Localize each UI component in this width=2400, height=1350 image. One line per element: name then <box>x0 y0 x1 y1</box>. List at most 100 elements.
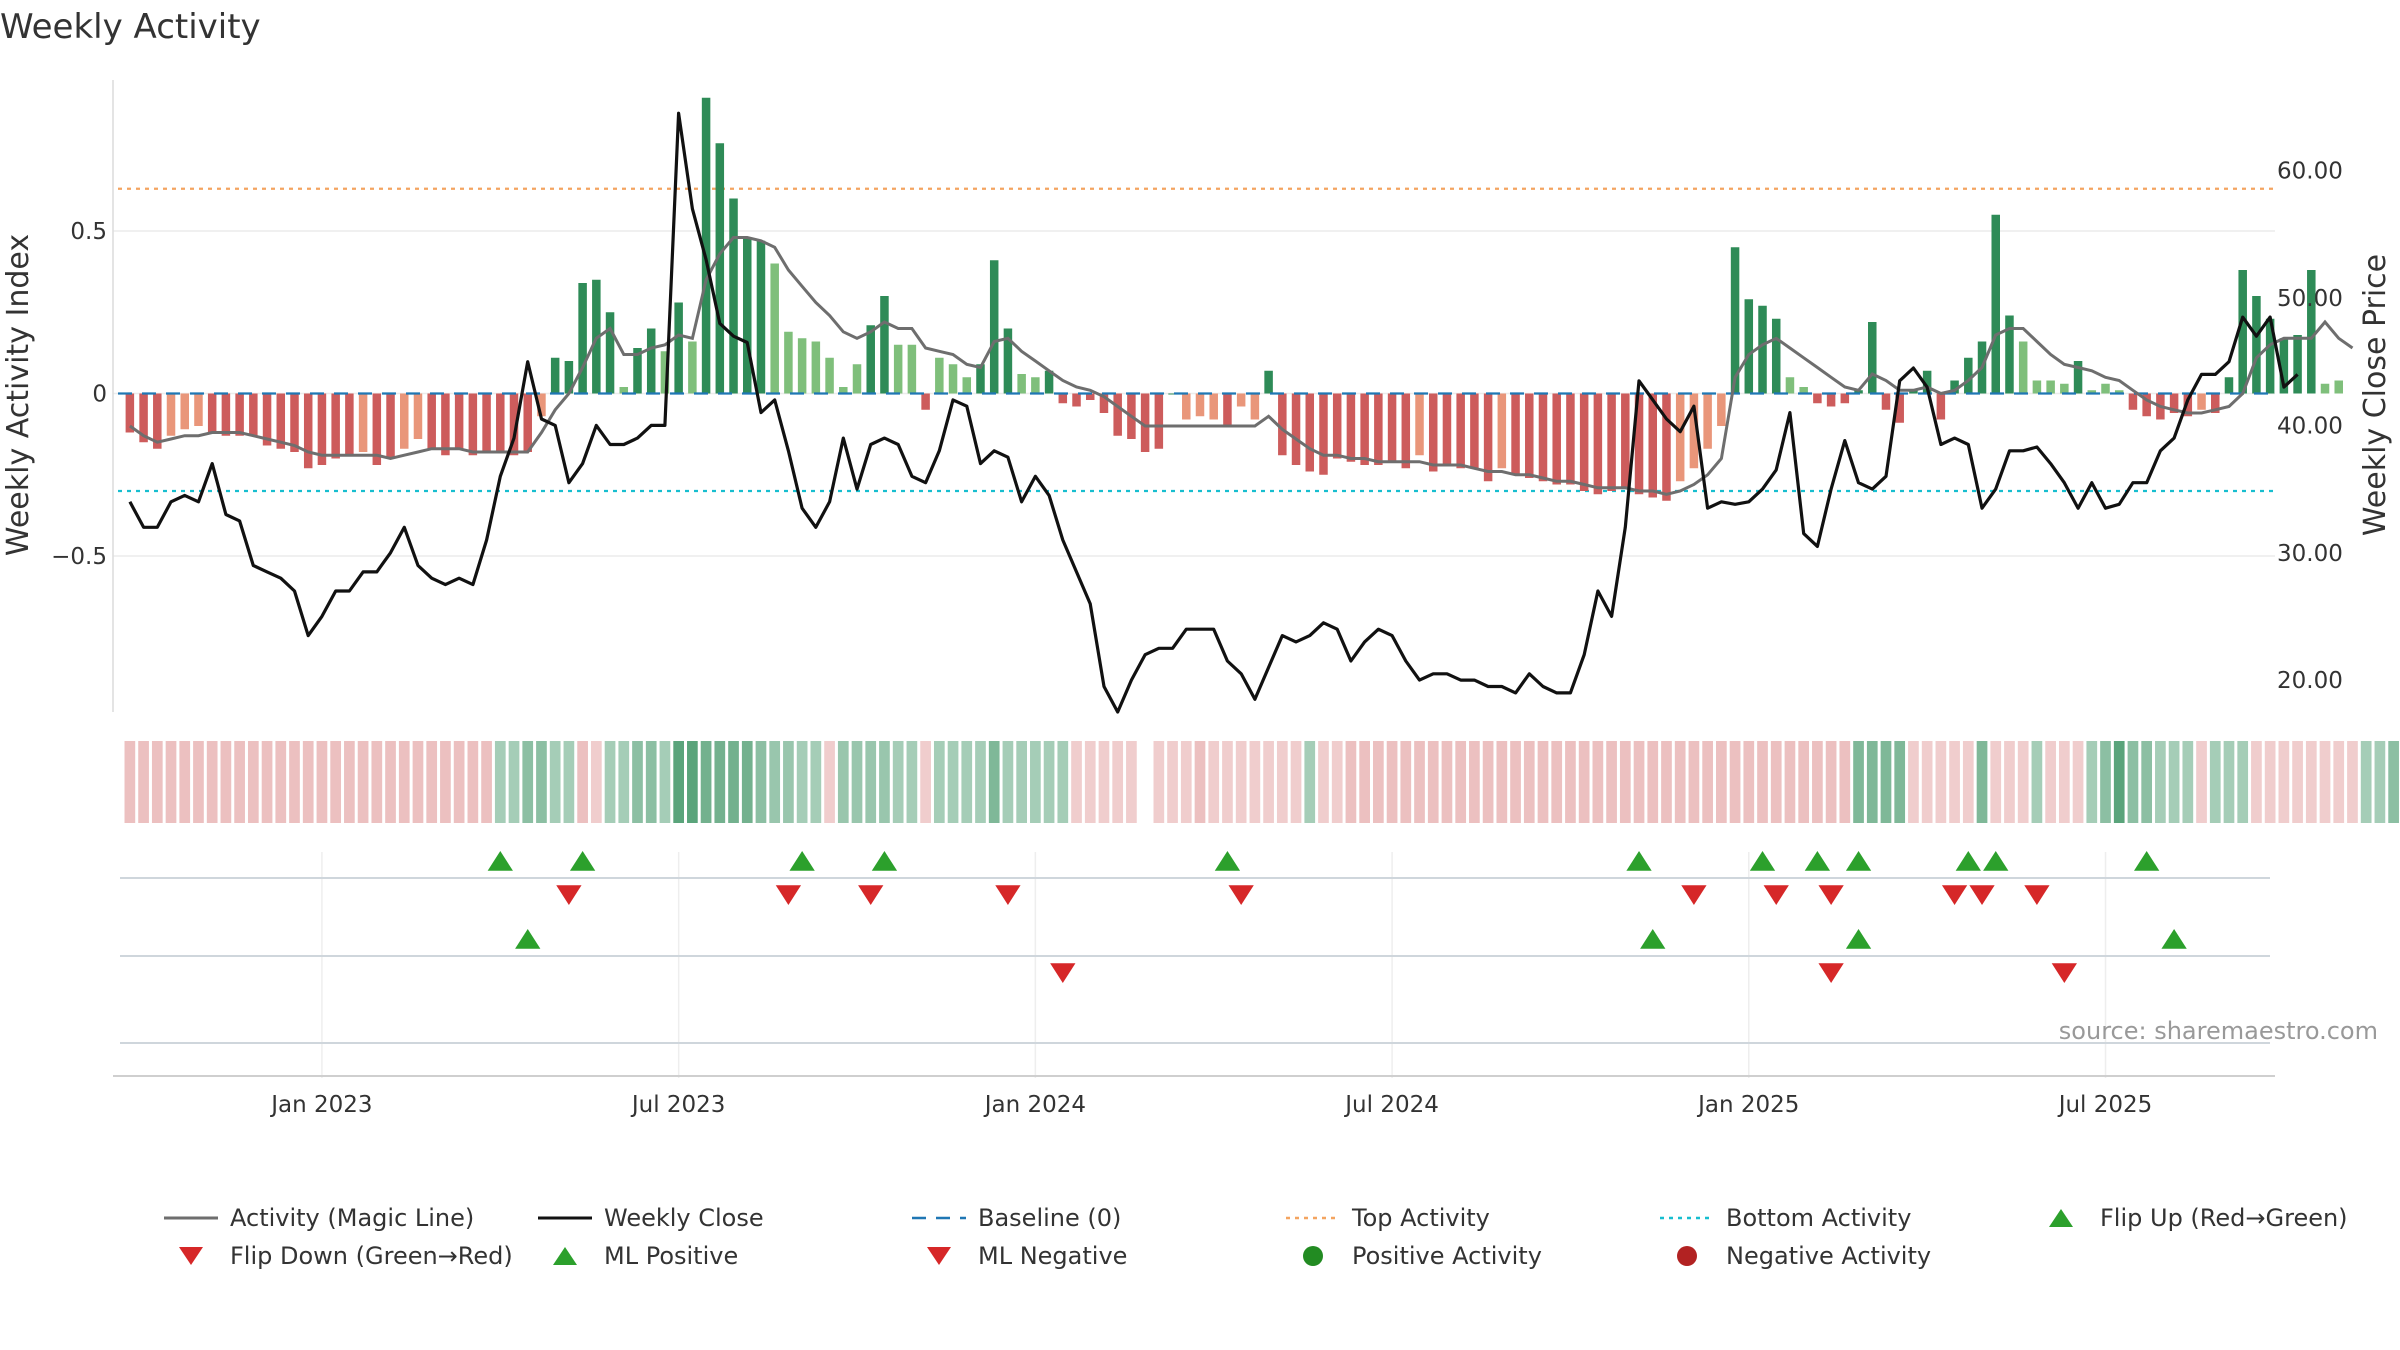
ribbon-cell <box>988 741 1000 823</box>
ribbon-cell <box>1359 741 1370 823</box>
activity-bar <box>1182 393 1191 420</box>
legend-symbol-flip_down <box>179 1247 203 1265</box>
activity-bar <box>1154 393 1164 449</box>
activity-bar <box>578 283 587 394</box>
flip-down-marker <box>2024 885 2050 905</box>
ribbon-cell <box>1606 741 1617 823</box>
ribbon-cell <box>549 741 561 823</box>
ribbon-cell <box>1894 741 1906 823</box>
ribbon-cell <box>1373 741 1384 823</box>
activity-bar <box>1675 393 1685 482</box>
ribbon-cell <box>151 741 163 823</box>
activity-bar <box>235 393 244 436</box>
activity-bar <box>1552 393 1561 485</box>
ribbon-cell <box>1084 741 1096 823</box>
activity-bar <box>1017 374 1026 394</box>
activity-bar <box>2114 390 2124 394</box>
activity-bar <box>2060 383 2069 394</box>
ribbon-cell <box>1249 741 1261 823</box>
activity-bar <box>2032 380 2042 394</box>
ribbon-cell <box>865 741 877 823</box>
ribbon-cell <box>741 741 753 823</box>
ribbon-cell <box>824 741 835 823</box>
ribbon-cell <box>1702 741 1713 823</box>
flip-up-marker <box>789 851 815 871</box>
ribbon-cell <box>604 741 616 823</box>
legend-item-flip_up: Flip Up (Red→Green) <box>2030 1203 2400 1233</box>
activity-bar <box>688 341 697 394</box>
legend-label: ML Positive <box>604 1242 739 1270</box>
activity-bar <box>1072 393 1081 407</box>
flip-up-marker <box>487 851 513 871</box>
ribbon-cell <box>1345 741 1357 823</box>
left-axis-label: Weekly Activity Index <box>1 234 36 556</box>
ml-negative-marker <box>1050 963 1076 983</box>
ribbon-cell <box>714 741 726 823</box>
activity-bar <box>1044 370 1054 394</box>
activity-bar <box>1634 393 1644 495</box>
activity-bar <box>2293 335 2302 394</box>
ribbon-cell <box>673 741 685 823</box>
ribbon-cell <box>494 741 506 823</box>
right-tick-label: 50.00 <box>2277 286 2343 312</box>
ribbon-cell <box>193 741 204 823</box>
ribbon-cell <box>1043 741 1055 823</box>
activity-bar <box>921 393 930 410</box>
activity-ribbon <box>124 741 2399 823</box>
ribbon-cell <box>810 741 822 823</box>
activity-bar <box>1456 393 1465 469</box>
activity-bar <box>454 393 464 449</box>
activity-bar <box>1428 393 1438 472</box>
activity-bar <box>180 393 189 430</box>
activity-bar <box>1648 393 1658 498</box>
activity-bar <box>1264 370 1273 394</box>
ribbon-cell <box>138 741 149 823</box>
activity-bar <box>194 393 203 426</box>
activity-bar <box>1058 393 1068 404</box>
activity-bar <box>742 237 752 394</box>
activity-bar <box>2197 393 2206 410</box>
series-lines <box>118 111 2354 714</box>
ribbon-cell <box>2374 741 2386 823</box>
activity-bars <box>125 97 2343 501</box>
activity-bar <box>413 393 423 439</box>
ribbon-cell <box>1002 741 1014 823</box>
activity-bar <box>166 393 176 436</box>
activity-bar <box>221 393 231 436</box>
ribbon-cell <box>1866 741 1878 823</box>
activity-bar <box>674 302 683 394</box>
ribbon-cell <box>947 741 959 823</box>
activity-bar <box>1964 357 1973 394</box>
activity-bar <box>1346 393 1356 462</box>
activity-bar <box>948 364 958 394</box>
activity-bar <box>1291 393 1301 465</box>
activity-bar <box>1538 393 1548 482</box>
ribbon-cell <box>124 741 136 823</box>
ribbon-cell <box>796 741 808 823</box>
ribbon-cell <box>2086 741 2098 823</box>
ribbon-cell <box>2168 741 2180 823</box>
right-axis-label: Weekly Close Price <box>2358 254 2393 536</box>
legend-item-bottom: Bottom Activity <box>1656 1203 2030 1233</box>
ribbon-cell <box>536 741 547 823</box>
ribbon-cell <box>2305 741 2317 823</box>
ribbon-cell <box>2045 741 2056 823</box>
activity-bar <box>441 393 450 456</box>
activity-bar <box>1950 380 1959 394</box>
ribbon-cell <box>1194 741 1206 823</box>
ribbon-cell <box>687 741 698 823</box>
x-tick-label: Jan 2024 <box>983 1092 1086 1118</box>
ribbon-cell <box>2237 741 2249 823</box>
activity-bar <box>249 393 258 436</box>
activity-bar <box>839 387 848 394</box>
ribbon-cell <box>1565 741 1576 823</box>
ribbon-cell <box>1057 741 1069 823</box>
activity-bar <box>386 393 395 459</box>
activity-bar <box>1442 393 1452 465</box>
ribbon-cell <box>234 741 245 823</box>
ribbon-cell <box>2209 741 2221 823</box>
activity-bar <box>1991 214 2000 394</box>
ribbon-cell <box>659 741 671 823</box>
flip-down-marker <box>1818 885 1844 905</box>
ribbon-cell <box>165 741 177 823</box>
